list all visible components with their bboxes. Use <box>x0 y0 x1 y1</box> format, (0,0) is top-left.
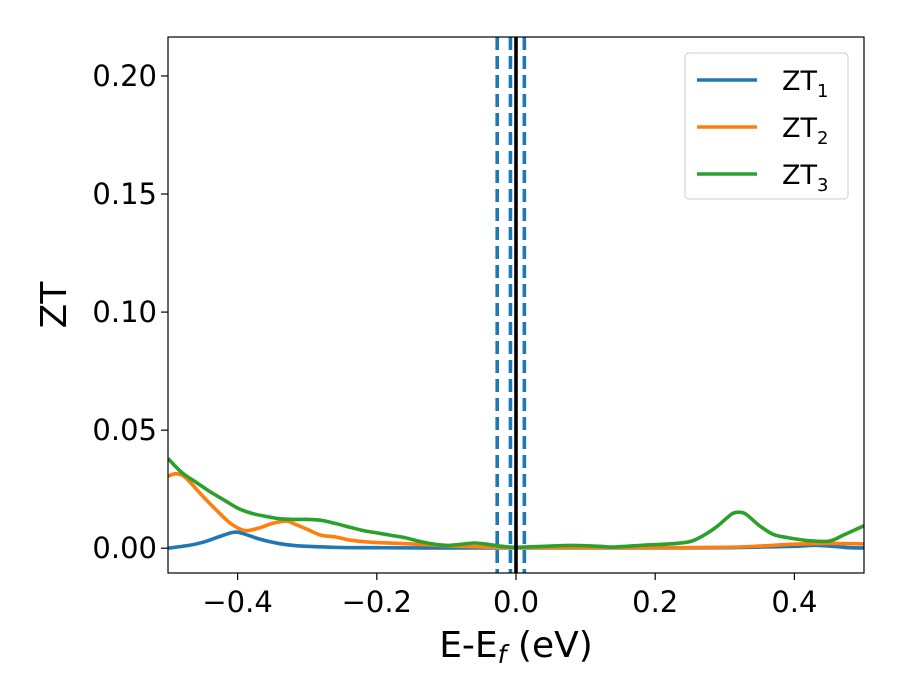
legend-label-zt2: ZT2 <box>782 113 828 149</box>
x-axis-label-main: E-E <box>439 625 497 666</box>
series-line-zt3 <box>168 457 864 550</box>
y-tick-label: 0.15 <box>92 177 157 211</box>
legend-label-zt3: ZT3 <box>782 160 828 196</box>
x-tick-label: 0.4 <box>771 585 817 619</box>
x-tick-label: 0.0 <box>493 585 539 619</box>
legend: ZT1 ZT2 ZT3 <box>684 52 849 200</box>
lines-layer <box>168 37 864 573</box>
y-tick-label: 0.10 <box>92 295 157 329</box>
y-tick-label: 0.00 <box>92 531 157 565</box>
series-line-zt1 <box>168 530 864 550</box>
legend-box <box>684 52 849 200</box>
y-tick-label: 0.20 <box>92 59 157 93</box>
series-line-zt2 <box>168 471 864 550</box>
x-tick-label: −0.4 <box>202 585 272 619</box>
y-axis-label: ZT <box>34 281 75 329</box>
x-axis-label: E-Ef (eV) <box>439 625 593 669</box>
x-axis-label-tail: (eV) <box>506 625 592 666</box>
ticks-layer: −0.4 −0.2 0.0 0.2 0.4 0.00 0.05 0.10 0.15 0.20 <box>92 59 817 619</box>
x-tick-label: 0.2 <box>632 585 678 619</box>
x-tick-label: −0.2 <box>342 585 412 619</box>
legend-label-zt1: ZT1 <box>782 66 828 102</box>
y-tick-label: 0.05 <box>92 413 157 447</box>
